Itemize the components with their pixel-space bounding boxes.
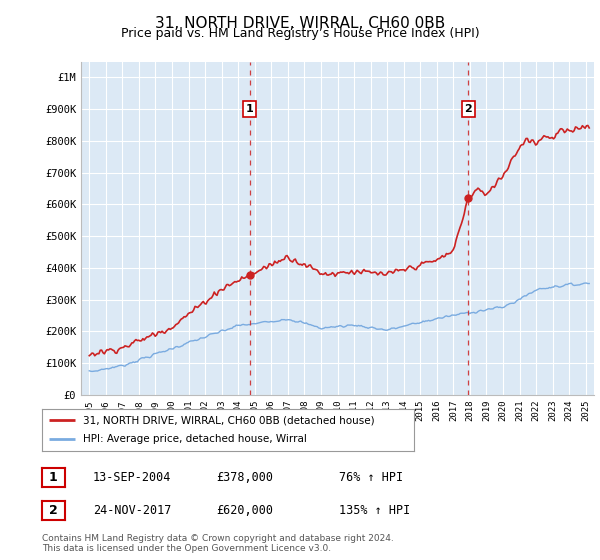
Text: 24-NOV-2017: 24-NOV-2017 (93, 504, 172, 517)
Text: 13-SEP-2004: 13-SEP-2004 (93, 470, 172, 484)
Text: 1: 1 (246, 104, 254, 114)
Text: £620,000: £620,000 (216, 504, 273, 517)
Text: 2: 2 (49, 504, 58, 517)
Text: 2: 2 (464, 104, 472, 114)
Text: Contains HM Land Registry data © Crown copyright and database right 2024.
This d: Contains HM Land Registry data © Crown c… (42, 534, 394, 553)
Text: HPI: Average price, detached house, Wirral: HPI: Average price, detached house, Wirr… (83, 435, 307, 445)
Text: 135% ↑ HPI: 135% ↑ HPI (339, 504, 410, 517)
Text: 31, NORTH DRIVE, WIRRAL, CH60 0BB: 31, NORTH DRIVE, WIRRAL, CH60 0BB (155, 16, 445, 31)
Text: 31, NORTH DRIVE, WIRRAL, CH60 0BB (detached house): 31, NORTH DRIVE, WIRRAL, CH60 0BB (detac… (83, 415, 374, 425)
Text: £378,000: £378,000 (216, 470, 273, 484)
Text: Price paid vs. HM Land Registry’s House Price Index (HPI): Price paid vs. HM Land Registry’s House … (121, 27, 479, 40)
Text: 1: 1 (49, 470, 58, 484)
Text: 76% ↑ HPI: 76% ↑ HPI (339, 470, 403, 484)
